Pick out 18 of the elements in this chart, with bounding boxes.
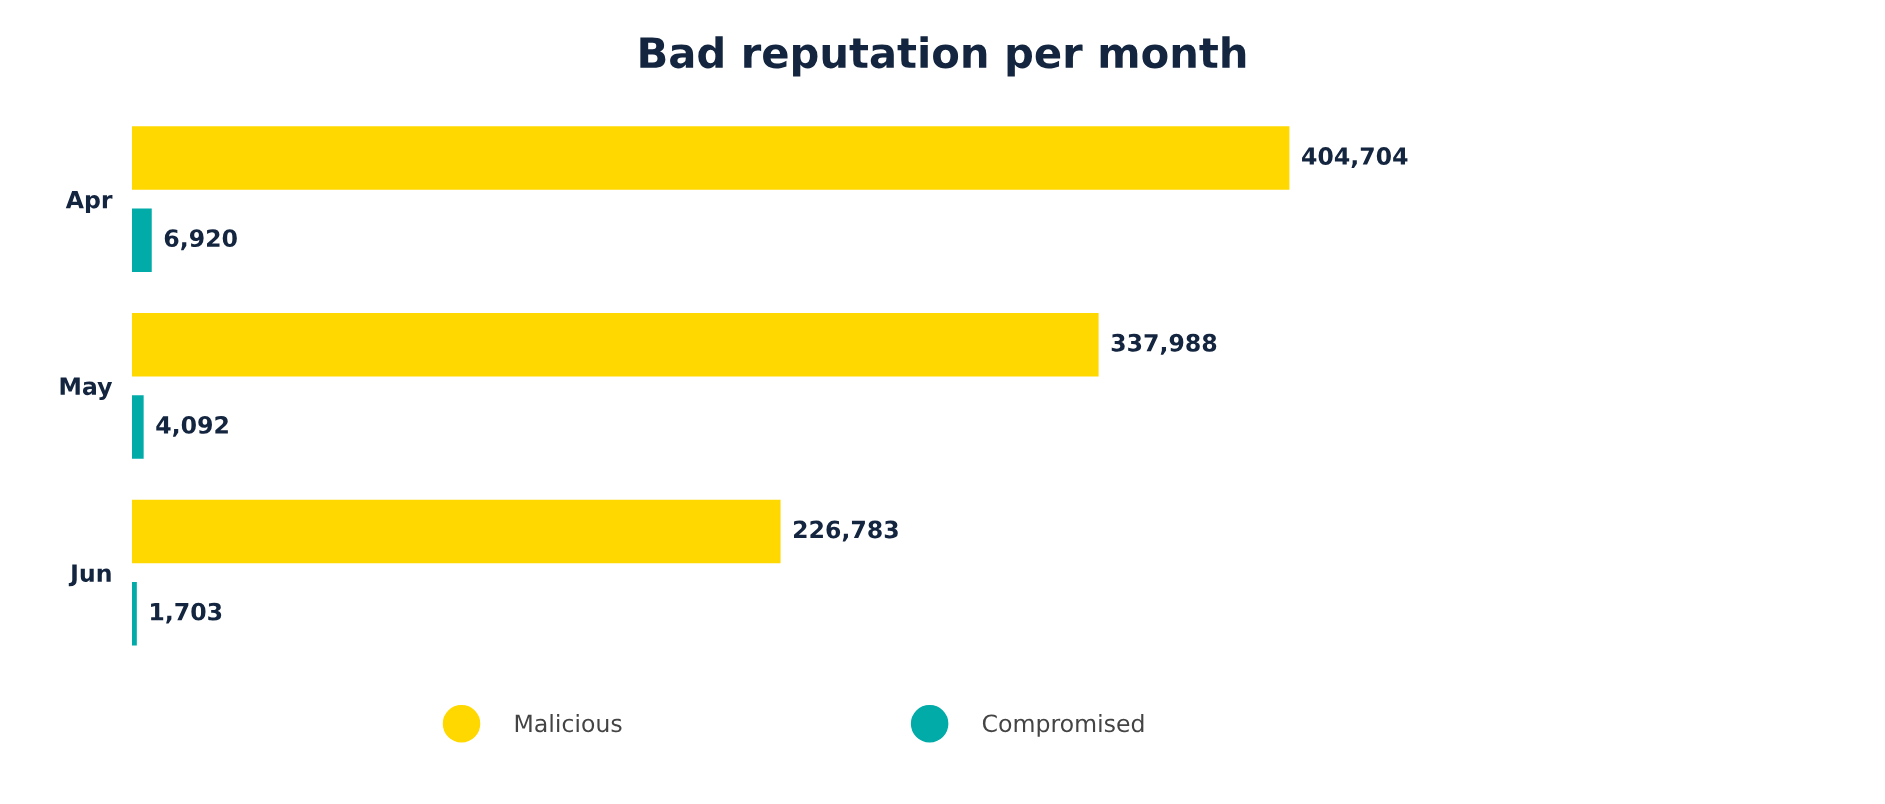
data-label: 1,703 [151,602,222,624]
data-label: 6,920 [164,229,237,251]
bar [131,313,1099,377]
data-label: 337,988 [1111,333,1217,355]
bar [131,208,152,273]
bar [131,395,144,459]
data-label: 404,704 [1302,147,1408,168]
chart-title: Bad reputation per month [640,36,1246,77]
legend-label: Compromised [982,713,1144,737]
y-tick-label: Jun [68,564,111,587]
y-tick-label: May [60,377,113,400]
bar [131,126,1290,190]
bar [131,581,137,646]
data-label: 4,092 [156,415,228,437]
legend-label: Malicious [515,713,622,733]
bar [131,499,781,564]
data-label: 226,783 [793,520,898,542]
y-tick-label: Apr [65,190,113,214]
